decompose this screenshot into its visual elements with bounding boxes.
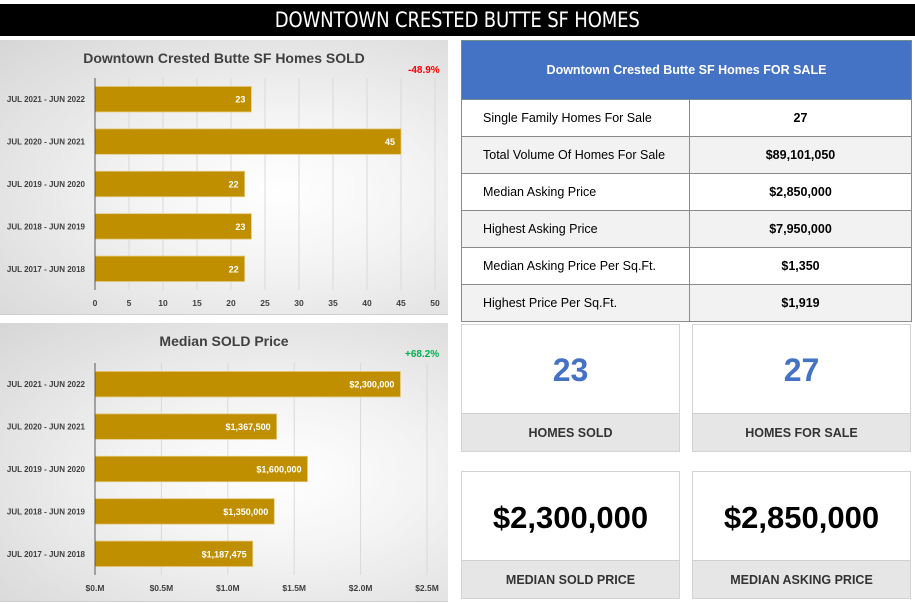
kpi-value: $2,850,000 (723, 500, 880, 535)
bar-data-label: $2,300,000 (349, 380, 394, 390)
kpi-value: 27 (783, 351, 820, 388)
x-tick-label: 10 (158, 298, 168, 308)
table-row: Total Volume Of Homes For Sale $89,101,05… (461, 136, 912, 174)
category-label: JUL 2021 - JUN 2022 (7, 380, 86, 389)
row-value: $89,101,050 (689, 136, 912, 174)
bar (94, 455, 308, 483)
chart-title: Median SOLD Price (159, 333, 289, 349)
x-tick-label: $2.0M (349, 583, 373, 593)
table-row: Median Asking Price Per Sq.Ft. $1,350 (461, 247, 912, 285)
row-value: $1,919 (689, 284, 912, 322)
bar (94, 413, 278, 440)
category-label: JUL 2017 - JUN 2018 (7, 265, 86, 274)
row-label: Total Volume Of Homes For Sale (461, 136, 690, 174)
category-label: JUL 2020 - JUN 2021 (7, 138, 86, 147)
kpi-label: HOMES SOLD (462, 413, 679, 451)
kpi-label: HOMES FOR SALE (693, 413, 910, 451)
bar (94, 213, 252, 240)
category-label: JUL 2019 - JUN 2020 (7, 180, 86, 189)
x-tick-label: $0.M (86, 583, 105, 593)
change-badge: +68.2% (405, 349, 440, 360)
for-sale-table: Downtown Crested Butte SF Homes FOR SALE… (461, 40, 912, 322)
bar-data-label: $1,187,475 (202, 549, 247, 559)
x-tick-label: 25 (260, 298, 270, 308)
bar-data-label: 22 (229, 180, 239, 190)
chart-title: Downtown Crested Butte SF Homes SOLD (83, 50, 365, 66)
row-label: Median Asking Price (461, 173, 690, 211)
kpi-value: $2,300,000 (492, 500, 649, 535)
bar-data-label: 23 (235, 95, 245, 105)
kpi-label: MEDIAN ASKING PRICE (693, 560, 910, 598)
x-tick-label: 0 (93, 298, 98, 308)
bar-data-label: $1,600,000 (256, 465, 301, 475)
x-tick-label: $0.5M (150, 583, 174, 593)
row-value: $2,850,000 (689, 173, 912, 211)
bar-data-label: $1,367,500 (226, 422, 271, 432)
kpi-card-median-sold-price: $2,300,000 MEDIAN SOLD PRICE (461, 471, 680, 599)
category-label: JUL 2021 - JUN 2022 (7, 95, 86, 104)
median-sold-price-chart: Median SOLD Price +68.2% $2,300,000 JUL 2… (0, 323, 448, 602)
table-row: Single Family Homes For Sale 27 (461, 99, 912, 137)
category-label: JUL 2019 - JUN 2020 (7, 465, 86, 474)
bar-data-label: $1,350,000 (223, 507, 268, 517)
bar (94, 255, 246, 282)
row-label: Highest Asking Price (461, 210, 690, 248)
x-tick-label: 5 (127, 298, 132, 308)
x-tick-label: 40 (362, 298, 372, 308)
bar (94, 128, 402, 155)
category-label: JUL 2018 - JUN 2019 (7, 507, 86, 516)
bar-data-label: 22 (229, 264, 239, 274)
x-tick-label: 20 (226, 298, 236, 308)
category-label: JUL 2018 - JUN 2019 (7, 222, 86, 231)
kpi-card-homes-for-sale: 27 HOMES FOR SALE (692, 324, 911, 452)
category-label: JUL 2017 - JUN 2018 (7, 550, 86, 559)
bar (94, 540, 254, 567)
x-tick-label: $1.0M (216, 583, 240, 593)
bar-data-label: 45 (385, 137, 395, 147)
page-title: DOWNTOWN CRESTED BUTTE SF HOMES (0, 4, 915, 36)
row-value: $7,950,000 (689, 210, 912, 248)
row-label: Median Asking Price Per Sq.Ft. (461, 247, 690, 285)
table-row: Highest Price Per Sq.Ft. $1,919 (461, 284, 912, 322)
kpi-card-median-asking-price: $2,850,000 MEDIAN ASKING PRICE (692, 471, 911, 599)
chart-plot: $2,300,000 JUL 2021 - JUN 2022 $1,367,500 J… (7, 363, 439, 593)
table-row: Highest Asking Price $7,950,000 (461, 210, 912, 248)
x-tick-label: 45 (396, 298, 406, 308)
x-tick-label: $1.5M (282, 583, 306, 593)
kpi-label: MEDIAN SOLD PRICE (462, 560, 679, 598)
x-tick-label: 30 (294, 298, 304, 308)
bar (94, 498, 275, 525)
row-label: Highest Price Per Sq.Ft. (461, 284, 690, 322)
table-row: Median Asking Price $2,850,000 (461, 173, 912, 211)
table-header: Downtown Crested Butte SF Homes FOR SALE (461, 40, 912, 100)
kpi-card-homes-sold: 23 HOMES SOLD (461, 324, 680, 452)
x-tick-label: 50 (430, 298, 440, 308)
bar (94, 170, 246, 198)
change-badge: -48.9% (408, 65, 440, 76)
row-value: $1,350 (689, 247, 912, 285)
page-title-text: DOWNTOWN CRESTED BUTTE SF HOMES (275, 8, 640, 32)
x-tick-label: 35 (328, 298, 338, 308)
kpi-value: 23 (552, 351, 589, 388)
bar (94, 86, 252, 113)
row-value: 27 (689, 99, 912, 137)
x-tick-label: 15 (192, 298, 202, 308)
bar-data-label: 23 (235, 222, 245, 232)
chart-plot: 23 JUL 2021 - JUN 2022 45 JUL 2020 - JUN 20… (7, 78, 440, 308)
row-label: Single Family Homes For Sale (461, 99, 690, 137)
x-tick-label: $2.5M (415, 583, 439, 593)
category-label: JUL 2020 - JUN 2021 (7, 423, 86, 432)
homes-sold-chart: Downtown Crested Butte SF Homes SOLD -48… (0, 40, 448, 315)
